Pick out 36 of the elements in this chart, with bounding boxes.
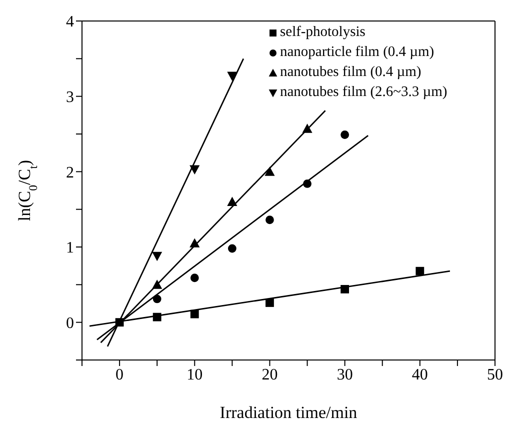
legend-label: nanotubes film (0.4 µm) <box>280 63 422 82</box>
y-tick-label: 1 <box>66 240 74 257</box>
x-tick-label: 30 <box>336 366 353 384</box>
point <box>340 130 350 139</box>
x-tick-label: 10 <box>186 366 203 384</box>
point <box>266 216 274 224</box>
x-tick-label: 50 <box>487 366 503 384</box>
x-tick-label: 20 <box>262 366 278 384</box>
y-tick-label: 2 <box>66 164 74 182</box>
x-tick-label: 0 <box>116 366 124 384</box>
point <box>227 72 238 82</box>
legend-label: self-photolysis <box>280 23 366 42</box>
point <box>302 124 312 133</box>
point <box>228 244 236 253</box>
point <box>115 318 124 327</box>
point <box>152 252 162 262</box>
point <box>416 266 424 276</box>
point <box>340 284 350 294</box>
y-tick-label: 0 <box>66 315 74 332</box>
legend-label: nanotubes film (2.6~3.3 µm) <box>280 83 448 102</box>
point <box>227 196 238 206</box>
point <box>152 280 162 289</box>
point <box>190 274 199 282</box>
point <box>190 165 200 174</box>
point <box>266 298 274 307</box>
point <box>303 180 312 188</box>
point <box>264 166 275 176</box>
point <box>152 312 162 322</box>
y-tick-label: 3 <box>66 89 74 106</box>
legend-label: nanoparticle film (0.4 µm) <box>280 43 434 62</box>
y-tick-label: 4 <box>66 14 74 31</box>
point <box>190 310 199 318</box>
x-axis-title: Irradiation time/min <box>220 403 358 422</box>
point <box>152 294 162 304</box>
point <box>190 238 200 248</box>
x-tick-label: 40 <box>412 366 428 384</box>
